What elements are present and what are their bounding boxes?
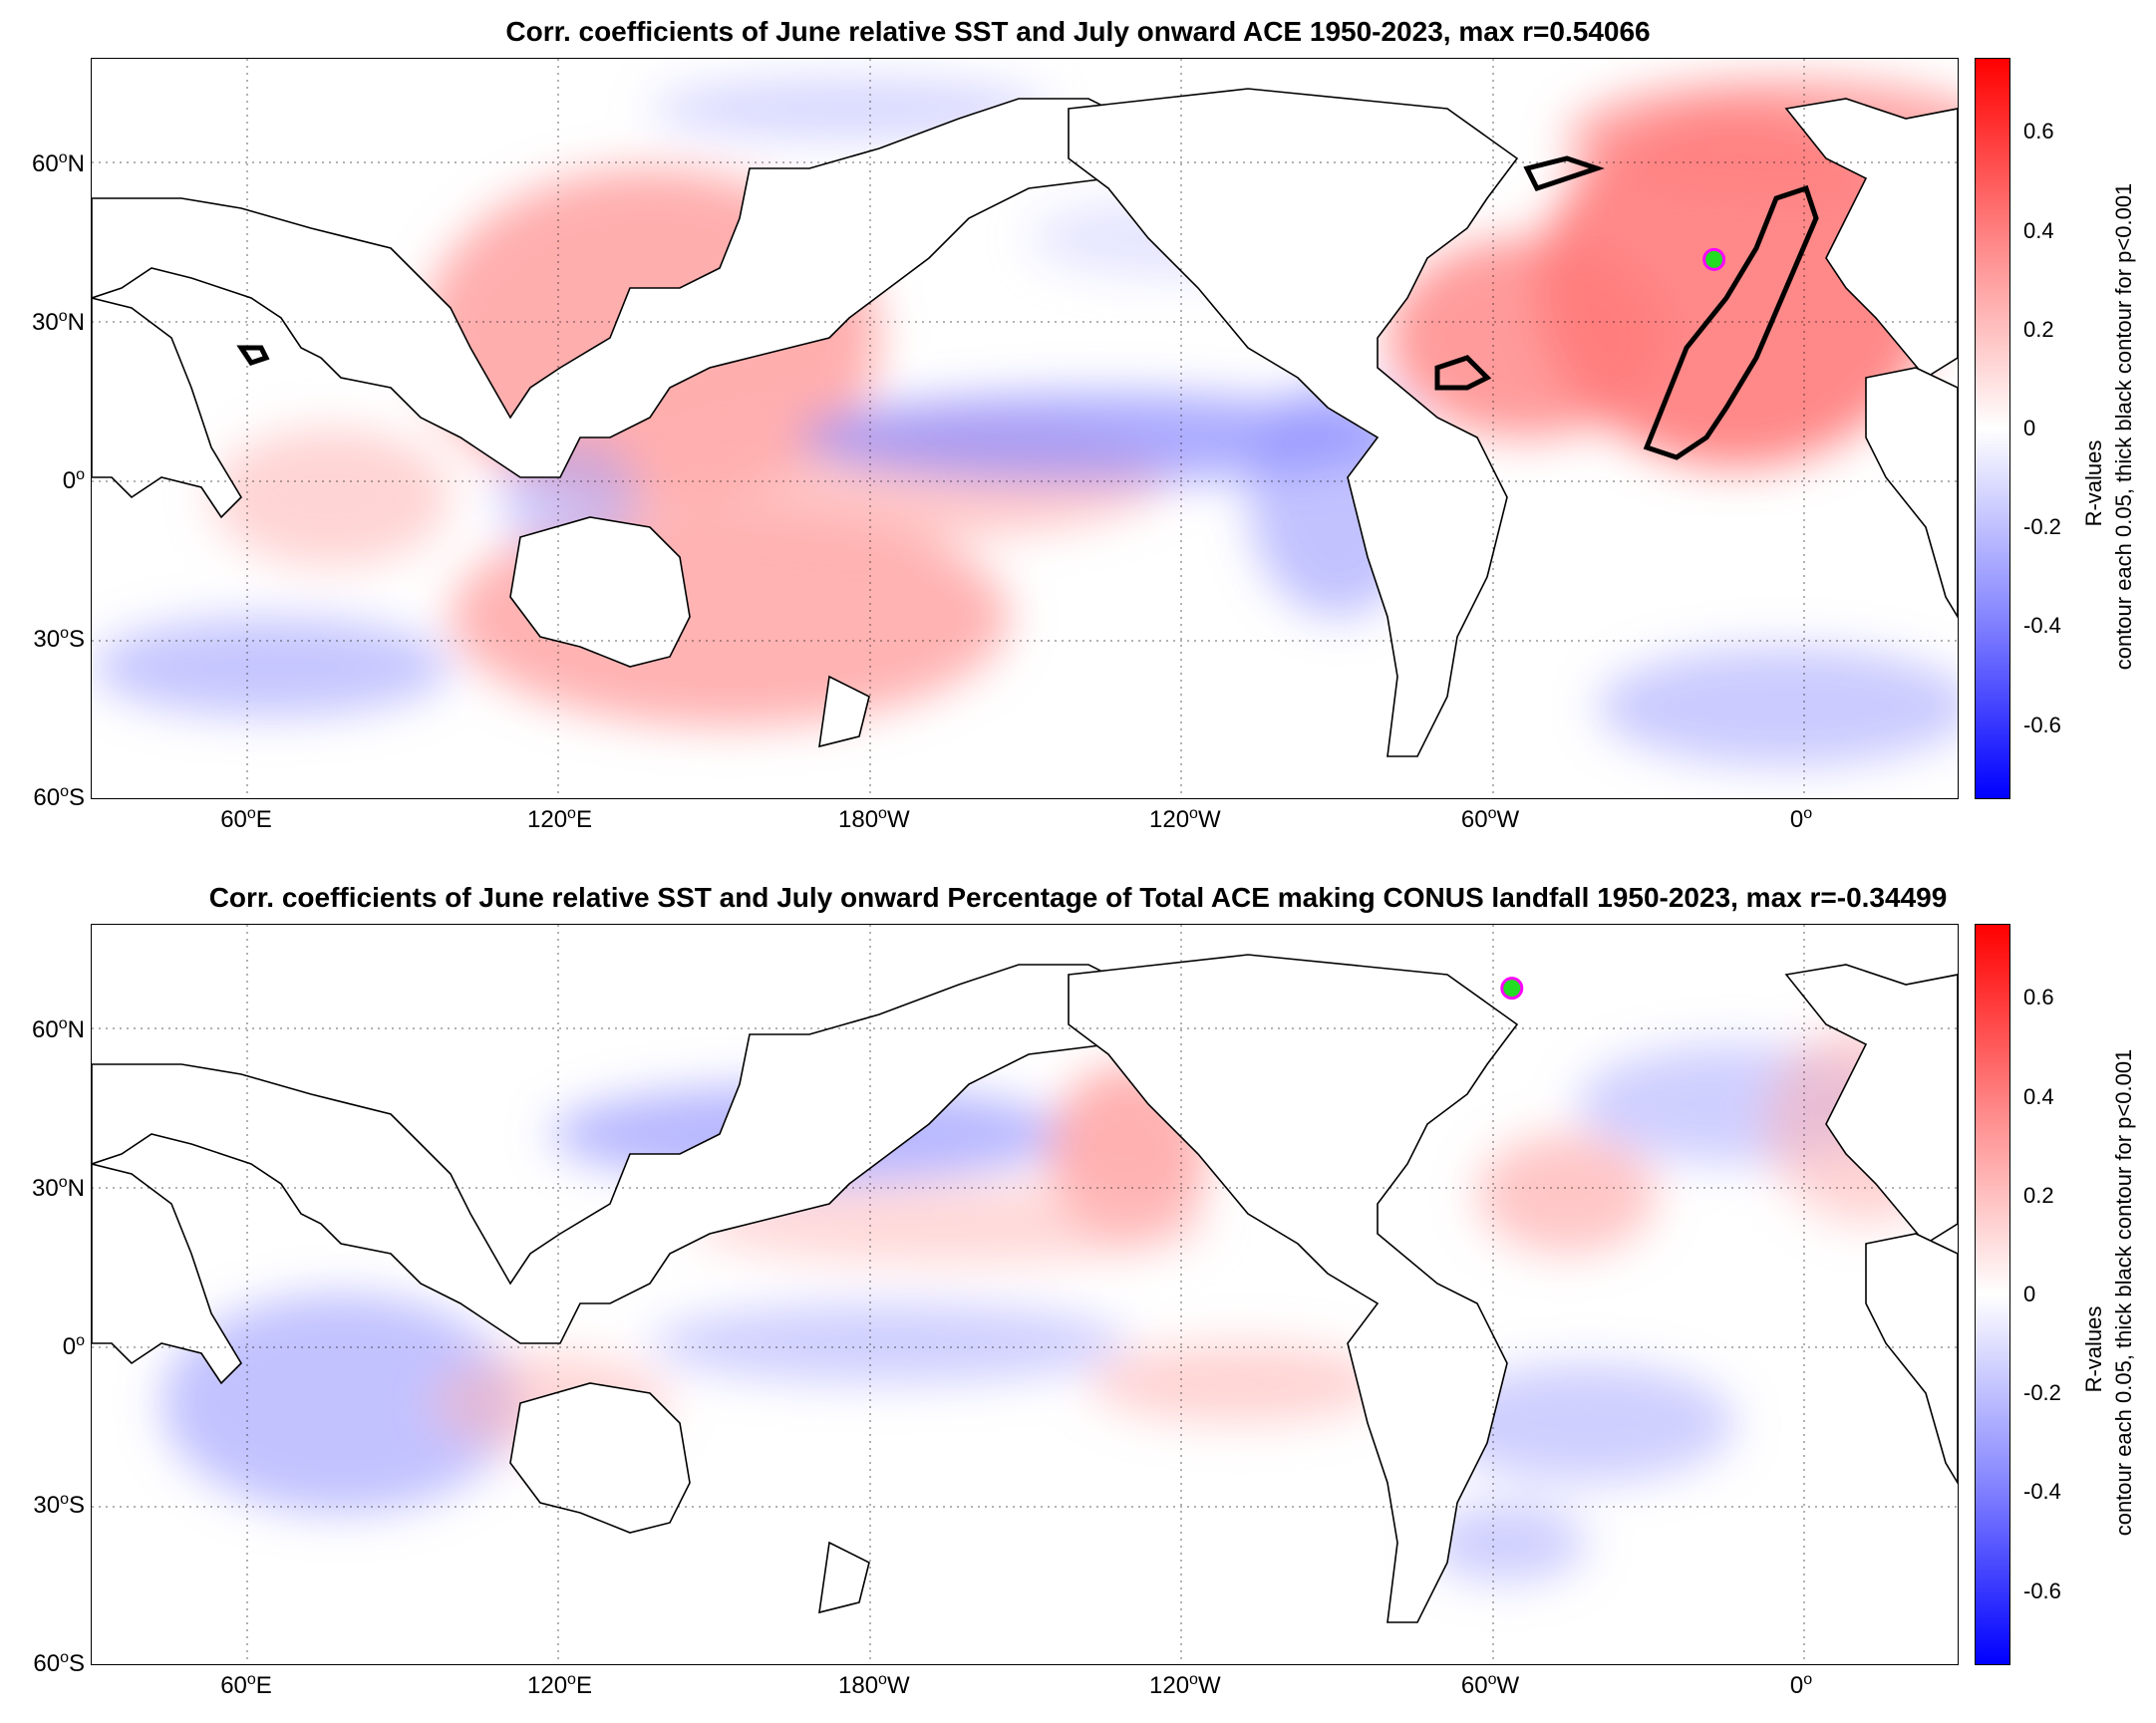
panel-1-colorbar [1975,58,2010,799]
y-tick-label: 60oS [33,783,85,811]
continents [92,88,1958,757]
y-tick-label: 30oS [33,1491,85,1519]
y-tick-label: 60oN [32,149,85,177]
y-tick-label: 30oS [33,625,85,653]
panel-1-map[interactable] [91,58,1959,799]
panel-2-colorbar-label-1: R-values [2081,1305,2106,1393]
colorbar-tick-label: 0.4 [2023,1083,2054,1109]
x-tick-label: 120oE [527,1671,592,1699]
colorbar-tick-label: -0.4 [2023,613,2061,639]
colorbar-tick-label: -0.6 [2023,712,2061,737]
x-tick-label: 120oE [527,805,592,833]
panel-2-map[interactable] [91,924,1959,1665]
colorbar-tick-label: 0.2 [2023,316,2054,342]
y-tick-label: 30oN [32,1174,85,1202]
graticule [92,59,1958,798]
y-tick-label: 60oN [32,1015,85,1043]
significance-contours [236,155,1819,460]
colorbar-tick-label: -0.4 [2023,1479,2061,1505]
colorbar-tick-label: 0.4 [2023,217,2054,243]
x-tick-label: 60oE [220,1671,272,1699]
x-tick-label: 60oW [1460,805,1520,833]
panel-2-colorbar-label-2: contour each 0.05, thick black contour f… [2111,1048,2136,1537]
y-tick-label: 30oN [32,308,85,336]
x-tick-label: 0o [1789,1671,1813,1699]
colorbar-tick-label: 0 [2023,1282,2036,1306]
x-tick-label: 120oW [1149,1671,1221,1699]
colorbar-tick-label: -0.6 [2023,1578,2061,1603]
x-tick-label: 180oW [838,805,910,833]
x-tick-label: 120oW [1149,805,1221,833]
panel-1-colorbar-label-1: R-values [2081,439,2106,527]
panel-2-colorbar [1975,924,2010,1665]
colorbar-tick-label: 0 [2023,416,2036,440]
x-tick-label: 60oE [220,805,272,833]
max-r-marker[interactable] [1500,977,1524,1001]
panel-1-title: Corr. coefficients of June relative SST … [505,16,1651,47]
sst-correlation-field [161,1024,1958,1582]
panel-1-colorbar-label-2: contour each 0.05, thick black contour f… [2111,182,2136,671]
y-tick-label: 60oS [33,1649,85,1677]
y-tick-label: 0o [62,466,85,494]
colorbar-tick-label: 0.6 [2023,985,2054,1010]
x-tick-label: 60oW [1460,1671,1520,1699]
y-tick-label: 0o [62,1332,85,1360]
panel-1-map-svg [92,59,1958,798]
max-r-marker[interactable] [1702,247,1726,271]
colorbar-tick-label: -0.2 [2023,1380,2061,1406]
graticule [92,925,1958,1664]
colorbar-tick-label: 0.2 [2023,1182,2054,1208]
colorbar-tick-label: 0.6 [2023,119,2054,144]
colorbar-tick-label: -0.2 [2023,514,2061,540]
panel-2-title: Corr. coefficients of June relative SST … [208,882,1948,913]
x-tick-label: 180oW [838,1671,910,1699]
panel-2-map-svg [92,925,1958,1664]
x-tick-label: 0o [1789,805,1813,833]
